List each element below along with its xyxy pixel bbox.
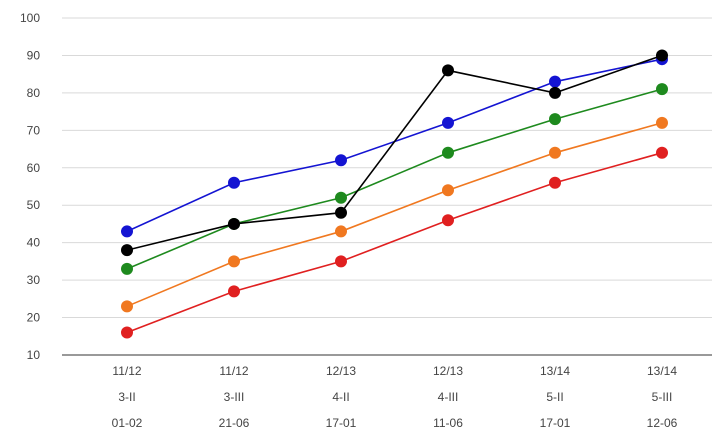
data-point — [228, 255, 240, 268]
data-point — [335, 191, 347, 204]
series-line — [126, 122, 663, 308]
series-3 — [121, 83, 668, 275]
x-tick-label: 21-06 — [219, 416, 250, 430]
data-point — [549, 86, 561, 99]
x-tick-label: 11/12 — [219, 364, 248, 378]
data-point — [656, 146, 668, 159]
x-tick-label: 5-III — [652, 390, 673, 404]
x-tick-label: 4-III — [438, 390, 459, 404]
data-point — [656, 49, 668, 62]
y-tick-label: 40 — [27, 236, 41, 250]
data-point — [228, 176, 240, 189]
data-point — [442, 116, 454, 129]
y-tick-label: 10 — [27, 348, 41, 362]
y-tick-label: 60 — [27, 161, 41, 175]
y-tick-label: 80 — [27, 86, 41, 100]
x-tick-label: 13/14 — [647, 364, 677, 378]
y-tick-label: 30 — [27, 273, 41, 287]
y-tick-label: 100 — [20, 11, 40, 25]
series-4 — [121, 53, 668, 238]
x-tick-label: 01-02 — [112, 416, 143, 430]
data-point — [549, 113, 561, 126]
x-tick-label: 17-01 — [540, 416, 571, 430]
x-tick-label: 3-II — [118, 390, 135, 404]
x-tick-label: 3-III — [224, 390, 245, 404]
data-point — [335, 206, 347, 219]
series-1 — [121, 146, 668, 339]
series-line — [126, 54, 663, 251]
data-point — [549, 176, 561, 189]
data-point — [549, 146, 561, 159]
series-2 — [121, 116, 668, 313]
series-5 — [121, 49, 668, 257]
x-axis-tick-labels: 11/12 3-II 01-02 11/12 3-III 21-06 12/13 4-II 17… — [112, 364, 678, 430]
y-tick-label: 20 — [27, 311, 41, 325]
y-tick-label: 70 — [27, 123, 41, 137]
data-point — [549, 75, 561, 88]
data-point — [121, 244, 133, 257]
x-tick-label: 13/14 — [540, 364, 570, 378]
x-tick-label: 11/12 — [112, 364, 141, 378]
x-tick-label: 4-II — [332, 390, 349, 404]
x-tick-label: 12/13 — [433, 364, 463, 378]
data-point — [121, 326, 133, 339]
data-point — [228, 217, 240, 230]
data-point — [656, 116, 668, 129]
y-axis-tick-labels: 10 20 30 40 50 60 70 80 90 100 — [20, 11, 40, 362]
data-point — [442, 146, 454, 159]
series-line — [126, 152, 663, 334]
x-tick-label: 11-06 — [433, 416, 463, 430]
series-line — [126, 88, 663, 270]
y-tick-label: 90 — [27, 48, 41, 62]
data-point — [442, 64, 454, 77]
x-tick-label: 12-06 — [647, 416, 678, 430]
y-tick-label: 50 — [27, 198, 41, 212]
data-point — [228, 285, 240, 298]
data-point — [121, 262, 133, 275]
x-tick-label: 12/13 — [326, 364, 356, 378]
x-tick-label: 5-II — [546, 390, 563, 404]
data-point — [121, 300, 133, 313]
x-tick-label: 17-01 — [326, 416, 357, 430]
data-point — [442, 214, 454, 227]
gridlines — [62, 17, 712, 356]
data-point — [335, 255, 347, 268]
data-point — [656, 83, 668, 96]
data-point — [442, 184, 454, 197]
data-point — [121, 225, 133, 238]
data-point — [335, 225, 347, 238]
series-lines — [121, 49, 668, 339]
data-point — [335, 154, 347, 167]
